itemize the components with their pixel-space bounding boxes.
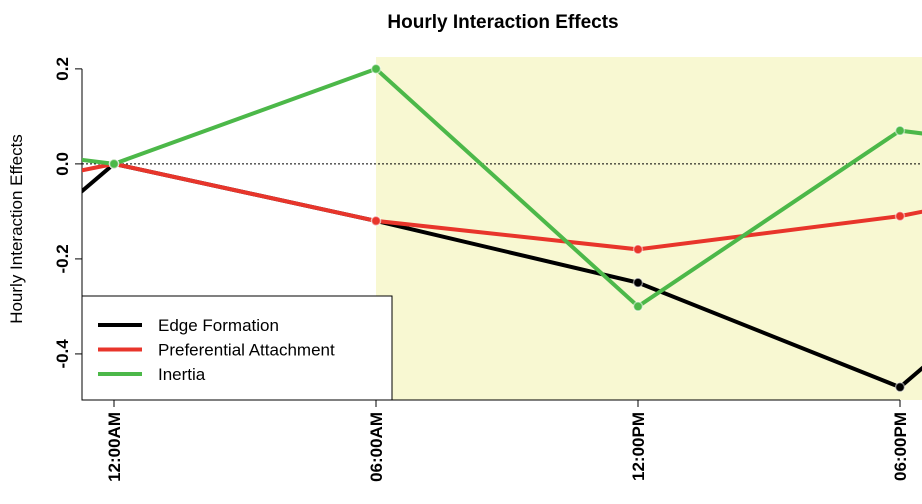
point <box>632 277 644 288</box>
point <box>894 381 906 393</box>
point <box>894 125 906 136</box>
point <box>370 63 382 75</box>
point <box>632 244 644 255</box>
plot-area <box>82 63 922 393</box>
series-line <box>113 161 901 252</box>
legend-label: Preferential Attachment <box>158 341 335 360</box>
point <box>632 301 644 312</box>
x-tick-label: 12:00PM <box>629 412 648 481</box>
chart-title: Hourly Interaction Effects <box>387 12 618 33</box>
x-tick-label: 06:00AM <box>367 412 386 482</box>
y-tick-label: 0.0 <box>53 152 72 176</box>
y-tick-label: -0.4 <box>53 339 72 369</box>
legend-label: Edge Formation <box>158 316 279 335</box>
x-tick-label: 06:00PM <box>891 412 910 481</box>
y-tick-label: 0.2 <box>53 57 72 81</box>
point <box>108 158 120 170</box>
series-line <box>113 66 902 309</box>
y-axis-label: Hourly Interaction Effects <box>7 134 26 324</box>
point <box>894 210 906 222</box>
x-tick-label: 12:00AM <box>105 412 124 482</box>
y-tick-label: -0.2 <box>53 244 72 273</box>
shaded-region <box>376 57 922 400</box>
point <box>370 215 382 227</box>
legend-label: Inertia <box>158 365 206 384</box>
